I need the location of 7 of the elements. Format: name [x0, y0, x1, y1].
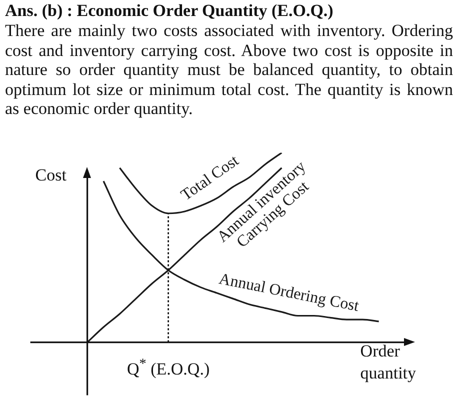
chart-title: Ans. (b) : Economic Order Quantity (E.O.Q.): [5, 1, 334, 21]
y-axis-title: Cost: [35, 166, 67, 185]
text: Total Cost: [178, 152, 242, 204]
chart-subtitle: There are mainly two costs associated with inventory. Ordering cost and inventory carrying cost. Above two cost is opposite in nature so order quantity must be balanced quantity, to obtain optimum lot size or minimum total cost. The quantity is known as economic order quantity.: [5, 21, 453, 118]
text: Annual Ordering Cost: [218, 270, 361, 316]
text: Q$^{*}$ (E.O.Q.): [126, 355, 210, 380]
x-axis-title: Order quantity: [360, 341, 417, 382]
